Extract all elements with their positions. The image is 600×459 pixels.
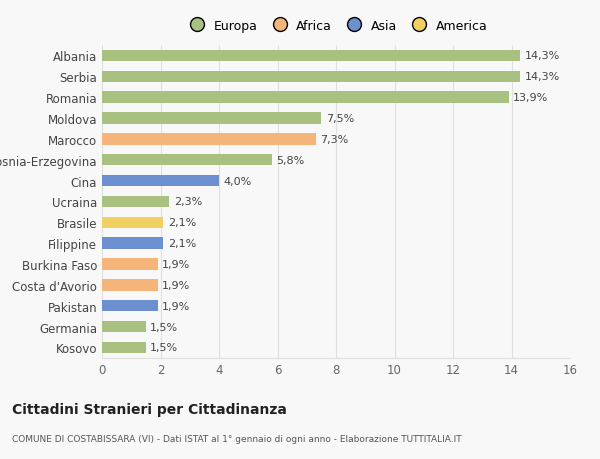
Bar [102, 342, 146, 353]
Text: 13,9%: 13,9% [513, 93, 548, 103]
Text: 14,3%: 14,3% [524, 51, 560, 62]
Text: 7,5%: 7,5% [326, 114, 354, 124]
Text: 7,3%: 7,3% [320, 134, 348, 145]
Bar [102, 50, 520, 62]
Text: COMUNE DI COSTABISSARA (VI) - Dati ISTAT al 1° gennaio di ogni anno - Elaborazio: COMUNE DI COSTABISSARA (VI) - Dati ISTAT… [12, 434, 461, 442]
Bar [102, 300, 158, 312]
Bar [102, 217, 163, 229]
Text: 1,5%: 1,5% [150, 342, 178, 353]
Text: 1,9%: 1,9% [162, 259, 190, 269]
Bar [102, 280, 158, 291]
Text: 14,3%: 14,3% [524, 72, 560, 82]
Text: 1,5%: 1,5% [150, 322, 178, 332]
Bar [102, 175, 219, 187]
Bar [102, 134, 316, 145]
Text: 2,1%: 2,1% [168, 239, 196, 249]
Legend: Europa, Africa, Asia, America: Europa, Africa, Asia, America [179, 15, 493, 38]
Bar [102, 155, 272, 166]
Bar [102, 238, 163, 249]
Text: 5,8%: 5,8% [276, 155, 304, 165]
Text: Cittadini Stranieri per Cittadinanza: Cittadini Stranieri per Cittadinanza [12, 402, 287, 416]
Bar [102, 196, 169, 207]
Bar [102, 259, 158, 270]
Text: 1,9%: 1,9% [162, 280, 190, 290]
Text: 2,1%: 2,1% [168, 218, 196, 228]
Bar [102, 321, 146, 332]
Text: 1,9%: 1,9% [162, 301, 190, 311]
Text: 2,3%: 2,3% [173, 197, 202, 207]
Bar [102, 72, 520, 83]
Bar [102, 92, 509, 104]
Text: 4,0%: 4,0% [223, 176, 251, 186]
Bar [102, 113, 322, 124]
